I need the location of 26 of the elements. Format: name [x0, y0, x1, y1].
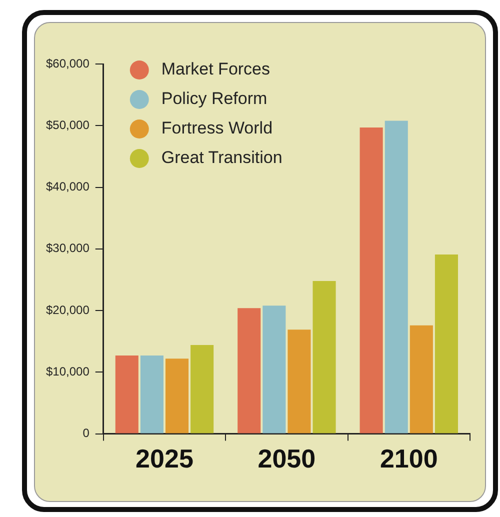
bar [262, 306, 286, 434]
bar [165, 358, 189, 434]
bar [140, 356, 164, 434]
y-tick-label: $10,000 [46, 364, 90, 378]
legend-label: Market Forces [161, 60, 270, 79]
bar [384, 120, 408, 434]
bar [190, 345, 214, 434]
legend-label: Fortress World [161, 118, 273, 138]
y-tick-label: $60,000 [46, 56, 90, 70]
y-tick-label: 0 [82, 426, 90, 440]
legend-label: Great Transition [161, 148, 282, 168]
bar [238, 308, 261, 434]
x-tick-label: 2025 [136, 444, 194, 474]
x-tick-label: 2050 [258, 444, 316, 474]
y-tick-label: $20,000 [46, 302, 90, 317]
bar [360, 127, 383, 434]
x-tick-label: 2100 [380, 444, 438, 474]
bar [312, 280, 336, 434]
bar [288, 330, 311, 434]
legend-label: Policy Reform [161, 89, 268, 108]
bar [410, 325, 433, 434]
y-tick-label: $50,000 [46, 118, 90, 132]
y-tick-label: $30,000 [46, 241, 90, 256]
bar [115, 356, 138, 434]
bar [434, 254, 458, 434]
y-tick-label: $40,000 [46, 180, 90, 194]
